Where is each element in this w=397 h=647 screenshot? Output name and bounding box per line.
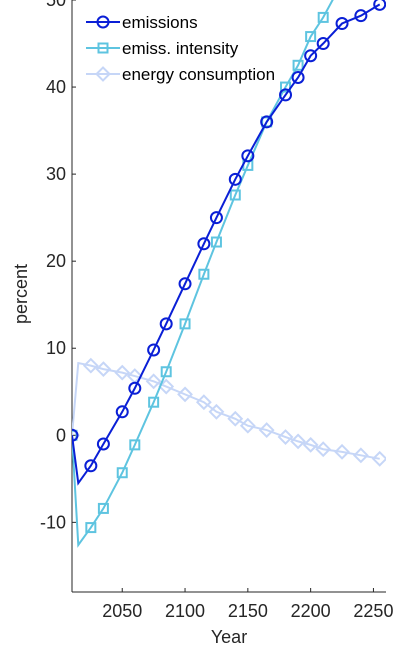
x-tick-label: 2250 bbox=[353, 601, 393, 621]
y-tick-label: 20 bbox=[46, 251, 66, 271]
data-point-diamond bbox=[290, 433, 306, 450]
data-point-square bbox=[160, 366, 172, 378]
data-point-circle bbox=[304, 49, 318, 63]
x-axis-label: Year bbox=[211, 627, 247, 647]
data-point-diamond bbox=[177, 386, 193, 403]
data-point-circle bbox=[72, 428, 79, 442]
data-point-circle bbox=[84, 459, 98, 473]
data-point-diamond bbox=[114, 364, 131, 381]
legend-label: energy consumption bbox=[122, 65, 275, 84]
y-tick-label: 30 bbox=[46, 164, 66, 184]
data-point-circle bbox=[115, 405, 129, 419]
data-point-circle bbox=[128, 381, 142, 395]
tick-labels: 2050 2100 2150 2200 2250 -10 0 10 20 30 40 50 bbox=[40, 0, 393, 621]
x-tick-label: 2050 bbox=[102, 601, 142, 621]
data-point-square bbox=[229, 189, 241, 201]
data-point-diamond bbox=[352, 447, 369, 464]
data-point-square bbox=[148, 396, 160, 408]
y-tick-label: 0 bbox=[56, 425, 66, 445]
x-tick-label: 2150 bbox=[228, 601, 268, 621]
data-point-circle bbox=[241, 149, 255, 163]
data-point-circle bbox=[178, 277, 192, 291]
data-point-circle bbox=[209, 211, 223, 225]
data-point-circle bbox=[354, 9, 368, 23]
data-point-diamond bbox=[302, 436, 319, 453]
series-line bbox=[72, 361, 380, 460]
data-point-square bbox=[129, 439, 141, 451]
legend-label: emiss. intensity bbox=[122, 39, 239, 58]
data-point-circle bbox=[147, 343, 161, 357]
y-tick-label: -10 bbox=[40, 512, 66, 532]
data-point-square bbox=[85, 522, 97, 534]
x-tick-label: 2100 bbox=[165, 601, 205, 621]
data-point-diamond bbox=[315, 441, 332, 458]
data-point-circle bbox=[159, 317, 173, 331]
data-point-square bbox=[317, 11, 329, 23]
legend-swatch-marker bbox=[95, 66, 111, 82]
data-point-circle bbox=[197, 237, 211, 251]
series-emissions bbox=[72, 0, 386, 486]
data-point-square bbox=[210, 236, 222, 248]
series-line bbox=[72, 0, 334, 548]
data-point-circle bbox=[291, 70, 305, 84]
data-point-diamond bbox=[145, 373, 162, 390]
data-point-square bbox=[97, 502, 109, 514]
legend-swatch-marker bbox=[96, 15, 110, 29]
data-point-circle bbox=[316, 37, 330, 51]
data-point-diamond bbox=[95, 361, 112, 378]
legend-item: energy consumption bbox=[86, 65, 275, 84]
legend-item: emissions bbox=[86, 13, 198, 32]
series-energy-consumption bbox=[72, 357, 386, 467]
data-point-square bbox=[179, 318, 191, 330]
y-tick-label: 40 bbox=[46, 77, 66, 97]
data-point-diamond bbox=[239, 417, 256, 434]
axes bbox=[71, 0, 386, 593]
data-point-circle bbox=[96, 437, 110, 451]
data-point-diamond bbox=[227, 410, 244, 427]
data-point-square bbox=[292, 59, 304, 71]
legend-item: emiss. intensity bbox=[86, 39, 239, 58]
data-point-diamond bbox=[277, 429, 294, 445]
legend-label: emissions bbox=[122, 13, 198, 32]
data-point-diamond bbox=[334, 443, 350, 460]
series-layer bbox=[72, 0, 386, 548]
data-point-diamond bbox=[208, 403, 225, 420]
data-point-circle bbox=[279, 88, 293, 102]
y-axis-label: percent bbox=[11, 264, 31, 324]
data-point-circle bbox=[228, 172, 242, 186]
data-point-square bbox=[116, 467, 128, 479]
data-point-diamond bbox=[371, 450, 386, 467]
data-point-diamond bbox=[195, 394, 212, 411]
y-tick-label: 50 bbox=[46, 0, 66, 10]
data-point-square bbox=[198, 268, 210, 280]
data-point-square bbox=[305, 31, 317, 43]
legend-swatch-marker bbox=[97, 42, 109, 54]
x-tick-label: 2200 bbox=[291, 601, 331, 621]
data-point-circle bbox=[260, 115, 274, 129]
data-point-diamond bbox=[258, 422, 275, 438]
data-point-diamond bbox=[82, 357, 99, 374]
y-tick-label: 10 bbox=[46, 338, 66, 358]
data-point-circle bbox=[373, 0, 386, 11]
legend: emissions emiss. intensity energy consumpt… bbox=[86, 13, 275, 84]
data-point-circle bbox=[335, 17, 349, 31]
